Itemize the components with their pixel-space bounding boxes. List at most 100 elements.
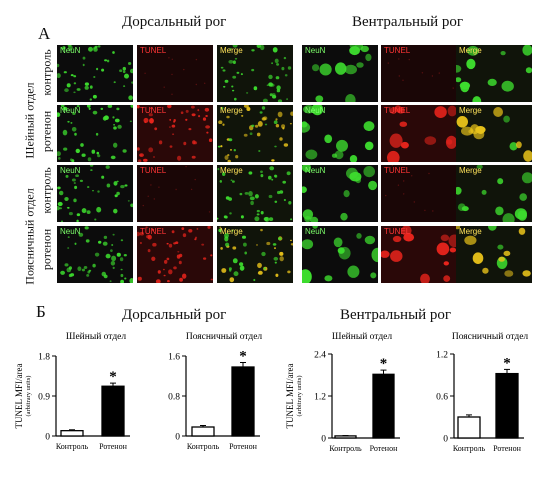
micrograph-tunel-r2c5: TUNEL <box>381 105 457 162</box>
channel-label-merge: Merge <box>220 46 243 55</box>
significance-star: * <box>239 349 247 365</box>
significance-star: * <box>109 369 117 385</box>
chart-title: Поясничный отдел <box>186 331 263 342</box>
bar-rotenone <box>101 385 125 437</box>
channel-label-neun: NeuN <box>305 106 326 115</box>
chart-dorsal-lumbar: Поясничный отдел 0 0.8 1.6 Контроль * Ротенон <box>150 326 280 484</box>
bar-rotenone <box>495 372 519 439</box>
micrograph-neun-r3c4: NeuN <box>302 165 378 222</box>
channel-label-merge: Merge <box>220 227 243 236</box>
y-tick-label: 0 <box>321 435 326 445</box>
channel-label-tunel: TUNEL <box>140 106 167 115</box>
chart-title: Шейный отдел <box>66 331 127 342</box>
significance-star: * <box>503 355 511 371</box>
significance-star: * <box>380 356 388 372</box>
y-axis-label: TUNEL MFI/area <box>14 364 24 429</box>
y-axis-sublabel: (arbitrary units) <box>296 376 303 417</box>
y-axis-sublabel: (arbitrary units) <box>25 376 32 417</box>
channel-label-tunel: TUNEL <box>384 166 411 175</box>
condition-label-rotenone-lumbar: ротенон <box>39 228 54 271</box>
micrograph-tunel-r2c2: TUNEL <box>137 105 213 162</box>
micrograph-neun-r2c1: NeuN <box>57 105 133 162</box>
y-tick-label: 0 <box>175 433 180 443</box>
category-label: Контроль <box>56 442 89 451</box>
chart-dorsal-cervical: Шейный отдел TUNEL MFI/area (arbitrary uni… <box>0 326 150 484</box>
panel-a-letter: А <box>38 24 51 43</box>
chart-title: Шейный отдел <box>332 331 393 342</box>
channel-label-tunel: TUNEL <box>384 227 411 236</box>
bar-control <box>334 435 357 439</box>
y-tick-label: 1.8 <box>38 353 50 363</box>
channel-label-tunel: TUNEL <box>140 166 167 175</box>
chart-title: Поясничный отдел <box>452 331 529 342</box>
channel-label-neun: NeuN <box>305 46 326 55</box>
condition-label-rotenone-cervical: ротенон <box>39 110 54 153</box>
micrograph-merge-r3c6: Merge <box>456 165 532 222</box>
channel-label-neun: NeuN <box>60 166 81 175</box>
channel-label-neun: NeuN <box>60 227 81 236</box>
y-tick-label: 2.4 <box>314 351 326 361</box>
bar-control <box>457 416 481 439</box>
region-label-cervical: Шейный отдел <box>22 82 37 159</box>
category-label: Контроль <box>329 444 362 453</box>
channel-label-neun: NeuN <box>305 166 326 175</box>
channel-label-merge: Merge <box>459 166 482 175</box>
y-tick-label: 0 <box>45 433 50 443</box>
micrograph-tunel-r3c2: TUNEL <box>137 165 213 222</box>
category-label: Ротенон <box>229 442 257 451</box>
condition-label-control-cervical: контроль <box>39 49 54 96</box>
micrograph-merge-r4c3: Merge <box>217 226 293 283</box>
micrograph-neun-r3c1: NeuN <box>57 165 133 222</box>
channel-label-neun: NeuN <box>60 46 81 55</box>
y-tick-label: 1.2 <box>314 393 326 403</box>
micrograph-tunel-r4c2: TUNEL <box>137 226 213 283</box>
micrograph-merge-r2c3: Merge <box>217 105 293 162</box>
panel-a-dorsal-title: Дорсальный рог <box>122 14 227 30</box>
panel-b-ventral-title: Вентральный рог <box>340 307 452 323</box>
channel-label-merge: Merge <box>459 46 482 55</box>
bar-control <box>191 426 215 437</box>
bar-rotenone <box>372 373 395 439</box>
micrograph-tunel-r1c5: TUNEL <box>381 45 457 102</box>
micrograph-neun-r1c1: NeuN <box>57 45 133 102</box>
category-label: Ротенон <box>99 442 127 451</box>
category-label: Контроль <box>453 444 486 453</box>
y-tick-label: 1.2 <box>436 351 448 361</box>
y-tick-label: 0.9 <box>38 393 50 403</box>
micrograph-neun-r4c1: NeuN <box>57 226 133 283</box>
channel-label-merge: Merge <box>459 106 482 115</box>
micrograph-merge-r2c6: Merge <box>456 105 532 162</box>
channel-label-tunel: TUNEL <box>140 227 167 236</box>
micrograph-merge-r4c6: Merge <box>456 226 532 283</box>
y-tick-label: 0.6 <box>436 393 448 403</box>
channel-label-neun: NeuN <box>60 106 81 115</box>
micrograph-merge-r1c3: Merge <box>217 45 293 102</box>
channel-label-tunel: TUNEL <box>384 46 411 55</box>
channel-label-tunel: TUNEL <box>384 106 411 115</box>
region-label-lumbar: Поясничный отдел <box>22 188 37 285</box>
bar-control <box>60 430 84 437</box>
category-label: Ротенон <box>493 444 521 453</box>
category-label: Ротенон <box>370 444 398 453</box>
panel-b-letter: Б <box>36 302 46 321</box>
bar-rotenone <box>231 366 255 437</box>
y-tick-label: 0 <box>443 435 448 445</box>
micrograph-merge-r3c3: Merge <box>217 165 293 222</box>
panel-a-ventral-title: Вентральный рог <box>352 14 464 30</box>
channel-label-tunel: TUNEL <box>140 46 167 55</box>
chart-ventral-lumbar: Поясничный отдел 0 0.6 1.2 Контроль * Ротенон <box>424 326 560 484</box>
channel-label-merge: Merge <box>220 106 243 115</box>
panel-b-dorsal-title: Дорсальный рог <box>122 307 227 323</box>
micrograph-tunel-r3c5: TUNEL <box>381 165 457 222</box>
micrograph-merge-r1c6: Merge <box>456 45 532 102</box>
micrograph-neun-r2c4: NeuN <box>302 105 378 162</box>
channel-label-merge: Merge <box>459 227 482 236</box>
chart-ventral-cervical: Шейный отдел TUNEL MFI/area (arbitrary uni… <box>282 326 424 484</box>
micrograph-tunel-r4c5: TUNEL <box>381 226 457 283</box>
micrograph-tunel-r1c2: TUNEL <box>137 45 213 102</box>
micrograph-neun-r1c4: NeuN <box>302 45 378 102</box>
y-tick-label: 0.8 <box>168 393 180 403</box>
y-axis-label: TUNEL MFI/area <box>285 364 295 429</box>
micrograph-neun-r4c4: NeuN <box>302 226 378 283</box>
condition-label-control-lumbar: контроль <box>39 167 54 214</box>
